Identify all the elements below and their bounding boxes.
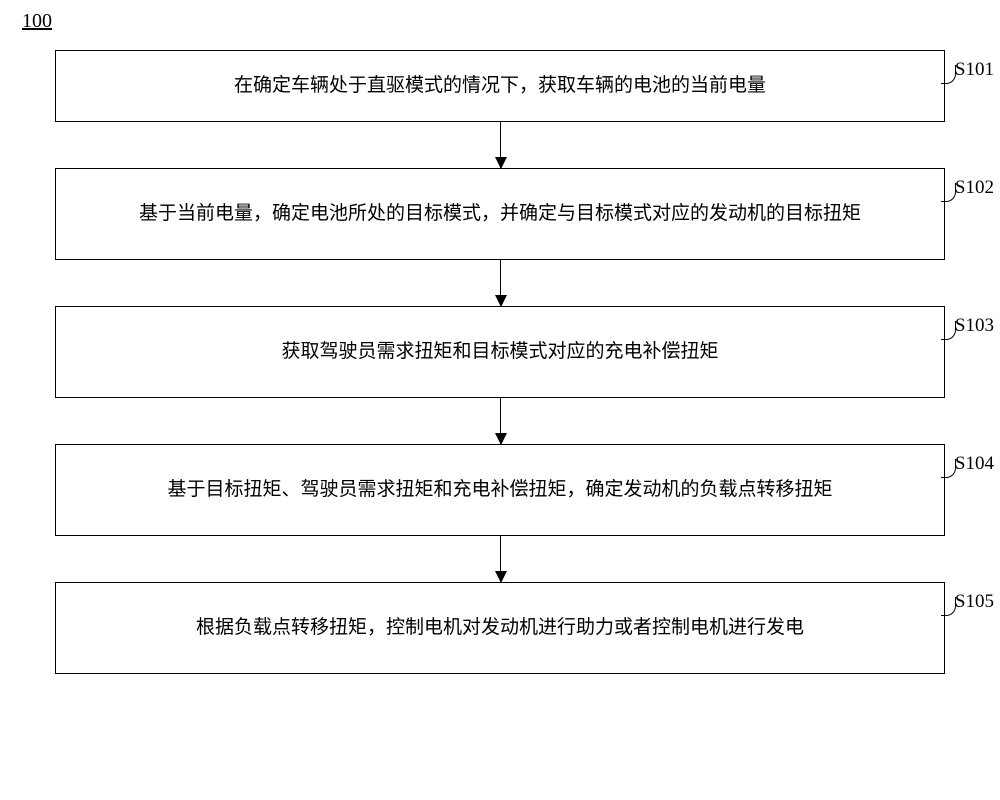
- flow-step-5: 根据负载点转移扭矩，控制电机对发动机进行助力或者控制电机进行发电 S105: [55, 582, 945, 674]
- flow-step-1: 在确定车辆处于直驱模式的情况下，获取车辆的电池的当前电量 S101: [55, 50, 945, 122]
- label-hook-icon: [941, 321, 956, 340]
- flow-step-id: S101: [955, 55, 994, 85]
- flow-step-text: 根据负载点转移扭矩，控制电机对发动机进行助力或者控制电机进行发电: [196, 613, 804, 643]
- label-hook-icon: [941, 183, 956, 202]
- flowchart-container: 在确定车辆处于直驱模式的情况下，获取车辆的电池的当前电量 S101 基于当前电量…: [30, 50, 970, 674]
- figure-number: 100: [22, 10, 52, 33]
- flow-step-4: 基于目标扭矩、驾驶员需求扭矩和充电补偿扭矩，确定发动机的负载点转移扭矩 S104: [55, 444, 945, 536]
- flow-step-id: S104: [955, 449, 994, 479]
- label-hook-icon: [941, 459, 956, 478]
- arrow-down-icon: [500, 260, 501, 306]
- flow-step-text: 基于当前电量，确定电池所处的目标模式，并确定与目标模式对应的发动机的目标扭矩: [139, 199, 861, 229]
- flow-step-2: 基于当前电量，确定电池所处的目标模式，并确定与目标模式对应的发动机的目标扭矩 S…: [55, 168, 945, 260]
- arrow-down-icon: [500, 122, 501, 168]
- label-hook-icon: [941, 597, 956, 616]
- arrow-down-icon: [500, 536, 501, 582]
- flow-step-text: 在确定车辆处于直驱模式的情况下，获取车辆的电池的当前电量: [234, 71, 766, 101]
- flow-step-text: 获取驾驶员需求扭矩和目标模式对应的充电补偿扭矩: [281, 337, 718, 367]
- flow-step-text: 基于目标扭矩、驾驶员需求扭矩和充电补偿扭矩，确定发动机的负载点转移扭矩: [167, 475, 832, 505]
- flow-step-id: S103: [955, 311, 994, 341]
- flow-step-id: S102: [955, 173, 994, 203]
- flow-step-id: S105: [955, 587, 994, 617]
- flow-step-3: 获取驾驶员需求扭矩和目标模式对应的充电补偿扭矩 S103: [55, 306, 945, 398]
- arrow-down-icon: [500, 398, 501, 444]
- label-hook-icon: [941, 65, 956, 84]
